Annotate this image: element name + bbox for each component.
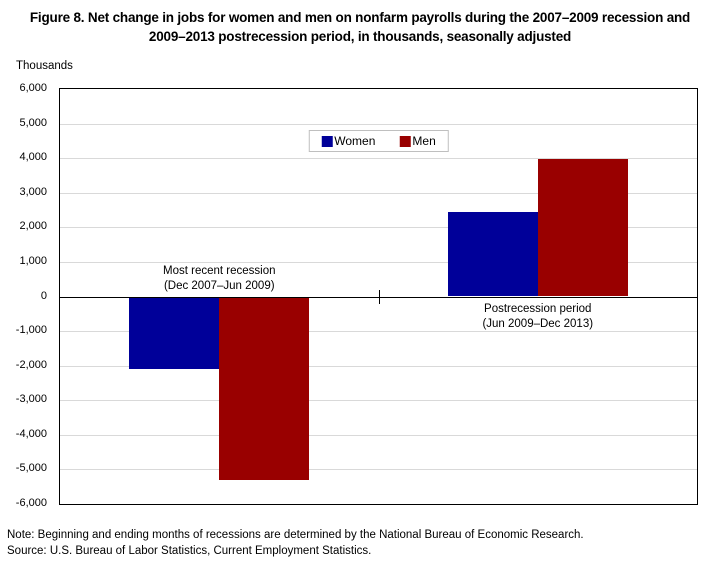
y-tick-label: 1,000 <box>19 254 47 267</box>
y-tick-label: 4,000 <box>19 151 47 164</box>
y-tick-label: -4,000 <box>15 427 47 440</box>
y-axis-unit-label: Thousands <box>16 60 73 72</box>
plot-area: Most recent recession (Dec 2007–Jun 2009… <box>59 88 698 505</box>
gridline <box>60 469 697 471</box>
gridline <box>60 400 697 402</box>
y-axis-labels: 6,000 5,000 4,000 3,000 2,000 1,000 0 -1,000 -2,… <box>0 82 47 509</box>
legend: Women Men <box>308 130 449 152</box>
group-label-postrecession-line2: (Jun 2009–Dec 2013) <box>482 317 594 330</box>
y-tick-label: -5,000 <box>15 462 47 475</box>
gridline <box>60 192 697 194</box>
gridline <box>60 123 697 125</box>
gridline <box>60 365 697 367</box>
women-color-swatch <box>321 135 333 147</box>
bar-men-postrecession <box>537 159 628 297</box>
group-label-recession: Most recent recession (Dec 2007–Jun 2009… <box>109 264 329 294</box>
bar-women-postrecession <box>447 211 538 297</box>
bar-women-recession <box>129 296 220 370</box>
y-tick-label: 0 <box>40 289 47 302</box>
gridline <box>60 227 697 229</box>
group-label-postrecession-line1: Postrecession period <box>484 302 592 315</box>
source-text: Source: U.S. Bureau of Labor Statistics,… <box>7 545 372 557</box>
legend-label-women: Women <box>334 134 376 148</box>
y-tick-label: -2,000 <box>15 358 47 371</box>
y-tick-label: 2,000 <box>19 220 47 233</box>
gridline <box>60 331 697 333</box>
gridline <box>60 261 697 263</box>
figure-title: Figure 8. Net change in jobs for women a… <box>29 10 691 44</box>
legend-label-men: Men <box>412 134 436 148</box>
group-label-recession-line2: (Dec 2007–Jun 2009) <box>163 279 275 292</box>
y-tick-label: -1,000 <box>15 324 47 337</box>
y-tick-label: 6,000 <box>19 82 47 94</box>
note-text: Note: Beginning and ending months of rec… <box>7 529 584 541</box>
gridline <box>60 158 697 160</box>
category-divider-tick <box>378 289 380 304</box>
group-label-recession-line1: Most recent recession <box>163 264 276 277</box>
group-label-postrecession: Postrecession period (Jun 2009–Dec 2013) <box>428 302 648 332</box>
men-color-swatch <box>399 135 411 147</box>
y-tick-label: 3,000 <box>19 185 47 198</box>
legend-item-men: Men <box>399 134 436 148</box>
y-tick-label: 5,000 <box>19 116 47 129</box>
legend-item-women: Women <box>321 134 375 148</box>
bar-men-recession <box>219 296 310 480</box>
y-tick-label: -3,000 <box>15 393 47 406</box>
y-tick-label: -6,000 <box>15 497 47 509</box>
gridline <box>60 434 697 436</box>
